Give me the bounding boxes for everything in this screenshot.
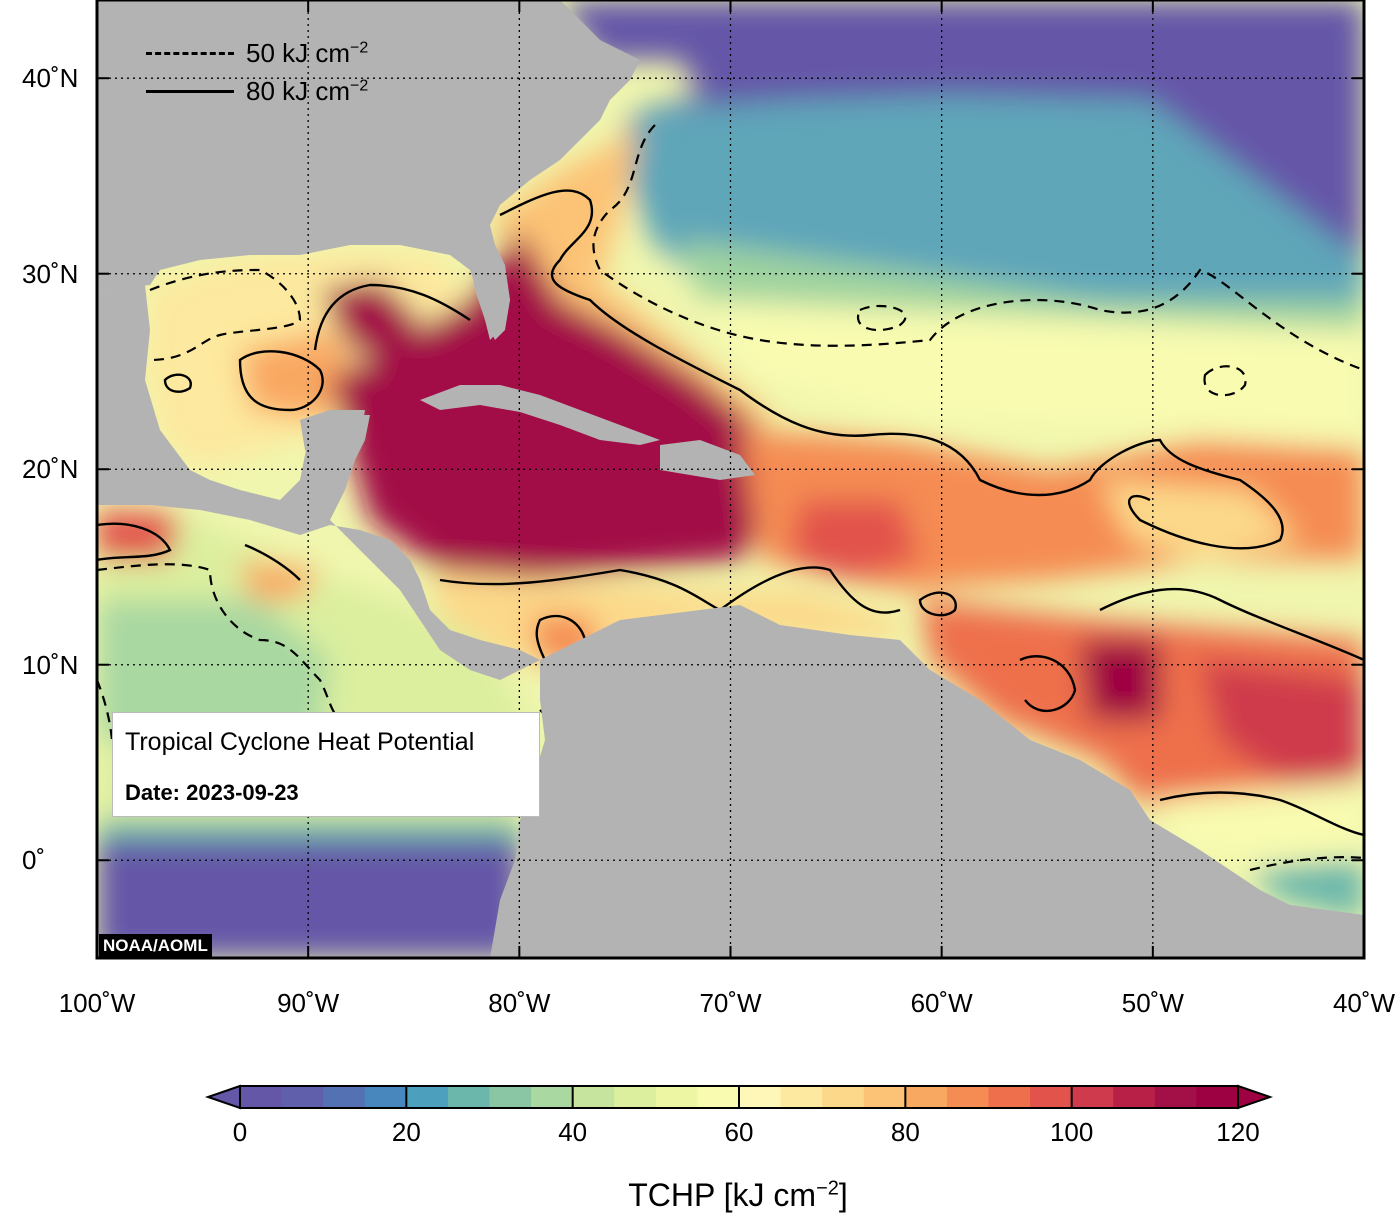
colorbar-swatch <box>655 1086 699 1108</box>
lon-label: 80˚W <box>488 988 551 1018</box>
colorbar-title: TCHP [kJ cm−2] <box>628 1177 848 1213</box>
colorbar-swatch <box>240 1086 283 1108</box>
map-frame <box>95 0 1366 960</box>
colorbar-swatch <box>323 1086 366 1108</box>
colorbar-swatch <box>1196 1086 1239 1108</box>
cuba <box>420 385 660 445</box>
south-america <box>490 605 1364 958</box>
colorbar-swatch <box>406 1086 449 1108</box>
hispaniola <box>660 440 755 480</box>
colorbar-tick-label: 20 <box>391 1117 421 1147</box>
colorbar-swatch <box>281 1086 324 1108</box>
colorbar-swatch <box>697 1086 740 1108</box>
info-box: Tropical Cyclone Heat Potential Date: 20… <box>112 712 540 817</box>
colorbar-swatch <box>489 1086 532 1108</box>
lon-label: 90˚W <box>277 988 340 1018</box>
lat-label: 20˚N <box>22 454 79 485</box>
colorbar-swatch <box>614 1086 657 1108</box>
lat-label: 30˚N <box>22 258 79 289</box>
colorbar-tick-label: 120 <box>1216 1117 1260 1147</box>
colorbar-swatch <box>780 1086 823 1108</box>
legend-label-50: 50 kJ cm−2 <box>246 38 369 68</box>
colorbar-swatch <box>739 1086 782 1108</box>
colorbar-swatch <box>531 1086 574 1108</box>
axis-ticks <box>97 0 1364 958</box>
colorbar-tick-label: 0 <box>232 1117 248 1147</box>
lat-label: 0˚ <box>22 845 46 876</box>
florida <box>470 250 510 340</box>
lon-label: 100˚W <box>58 988 136 1018</box>
lon-label: 50˚W <box>1121 988 1184 1018</box>
colorbar-swatch <box>1071 1086 1114 1108</box>
colorbar-swatch <box>364 1086 407 1108</box>
lat-label: 10˚N <box>22 649 79 680</box>
legend-row-80: 80 kJ cm−2 <box>146 76 466 106</box>
colorbar-low-arrow <box>204 1084 241 1110</box>
colorbar-high-arrow <box>1237 1084 1274 1110</box>
colorbar-swatch <box>863 1086 906 1108</box>
legend-solid-line <box>146 90 234 93</box>
legend-dashed-line <box>146 52 234 55</box>
lon-label: 40˚W <box>1332 988 1396 1018</box>
lat-label: 40˚N <box>22 63 79 94</box>
colorbar-swatch <box>572 1086 615 1108</box>
legend-row-50: 50 kJ cm−2 <box>146 38 466 68</box>
north-america <box>97 0 640 340</box>
colorbar-tick-label: 80 <box>890 1117 920 1147</box>
colorbar-swatch <box>905 1086 948 1108</box>
colorbar-swatch <box>988 1086 1031 1108</box>
mexico <box>97 285 540 680</box>
colorbar-swatch <box>447 1086 491 1108</box>
lon-label: 70˚W <box>699 988 762 1018</box>
colorbar-swatch <box>1113 1086 1156 1108</box>
credit-label: NOAA/AOML <box>99 934 212 957</box>
colorbar-tick-label: 40 <box>558 1117 588 1147</box>
colorbar-swatch <box>822 1086 865 1108</box>
colorbar-tick-label: 100 <box>1049 1117 1094 1147</box>
info-title: Tropical Cyclone Heat Potential <box>125 728 475 756</box>
land <box>97 0 1364 958</box>
colorbar <box>204 1084 1274 1110</box>
yucatan <box>300 410 365 470</box>
lon-label: 60˚W <box>910 988 973 1018</box>
legend-label-80: 80 kJ cm−2 <box>246 76 369 106</box>
colorbar-swatch <box>1154 1086 1198 1108</box>
info-date: Date: 2023-09-23 <box>125 780 299 805</box>
colorbar-tick-label: 60 <box>724 1117 754 1147</box>
colorbar-swatch <box>1030 1086 1073 1108</box>
colorbar-swatch <box>946 1086 990 1108</box>
